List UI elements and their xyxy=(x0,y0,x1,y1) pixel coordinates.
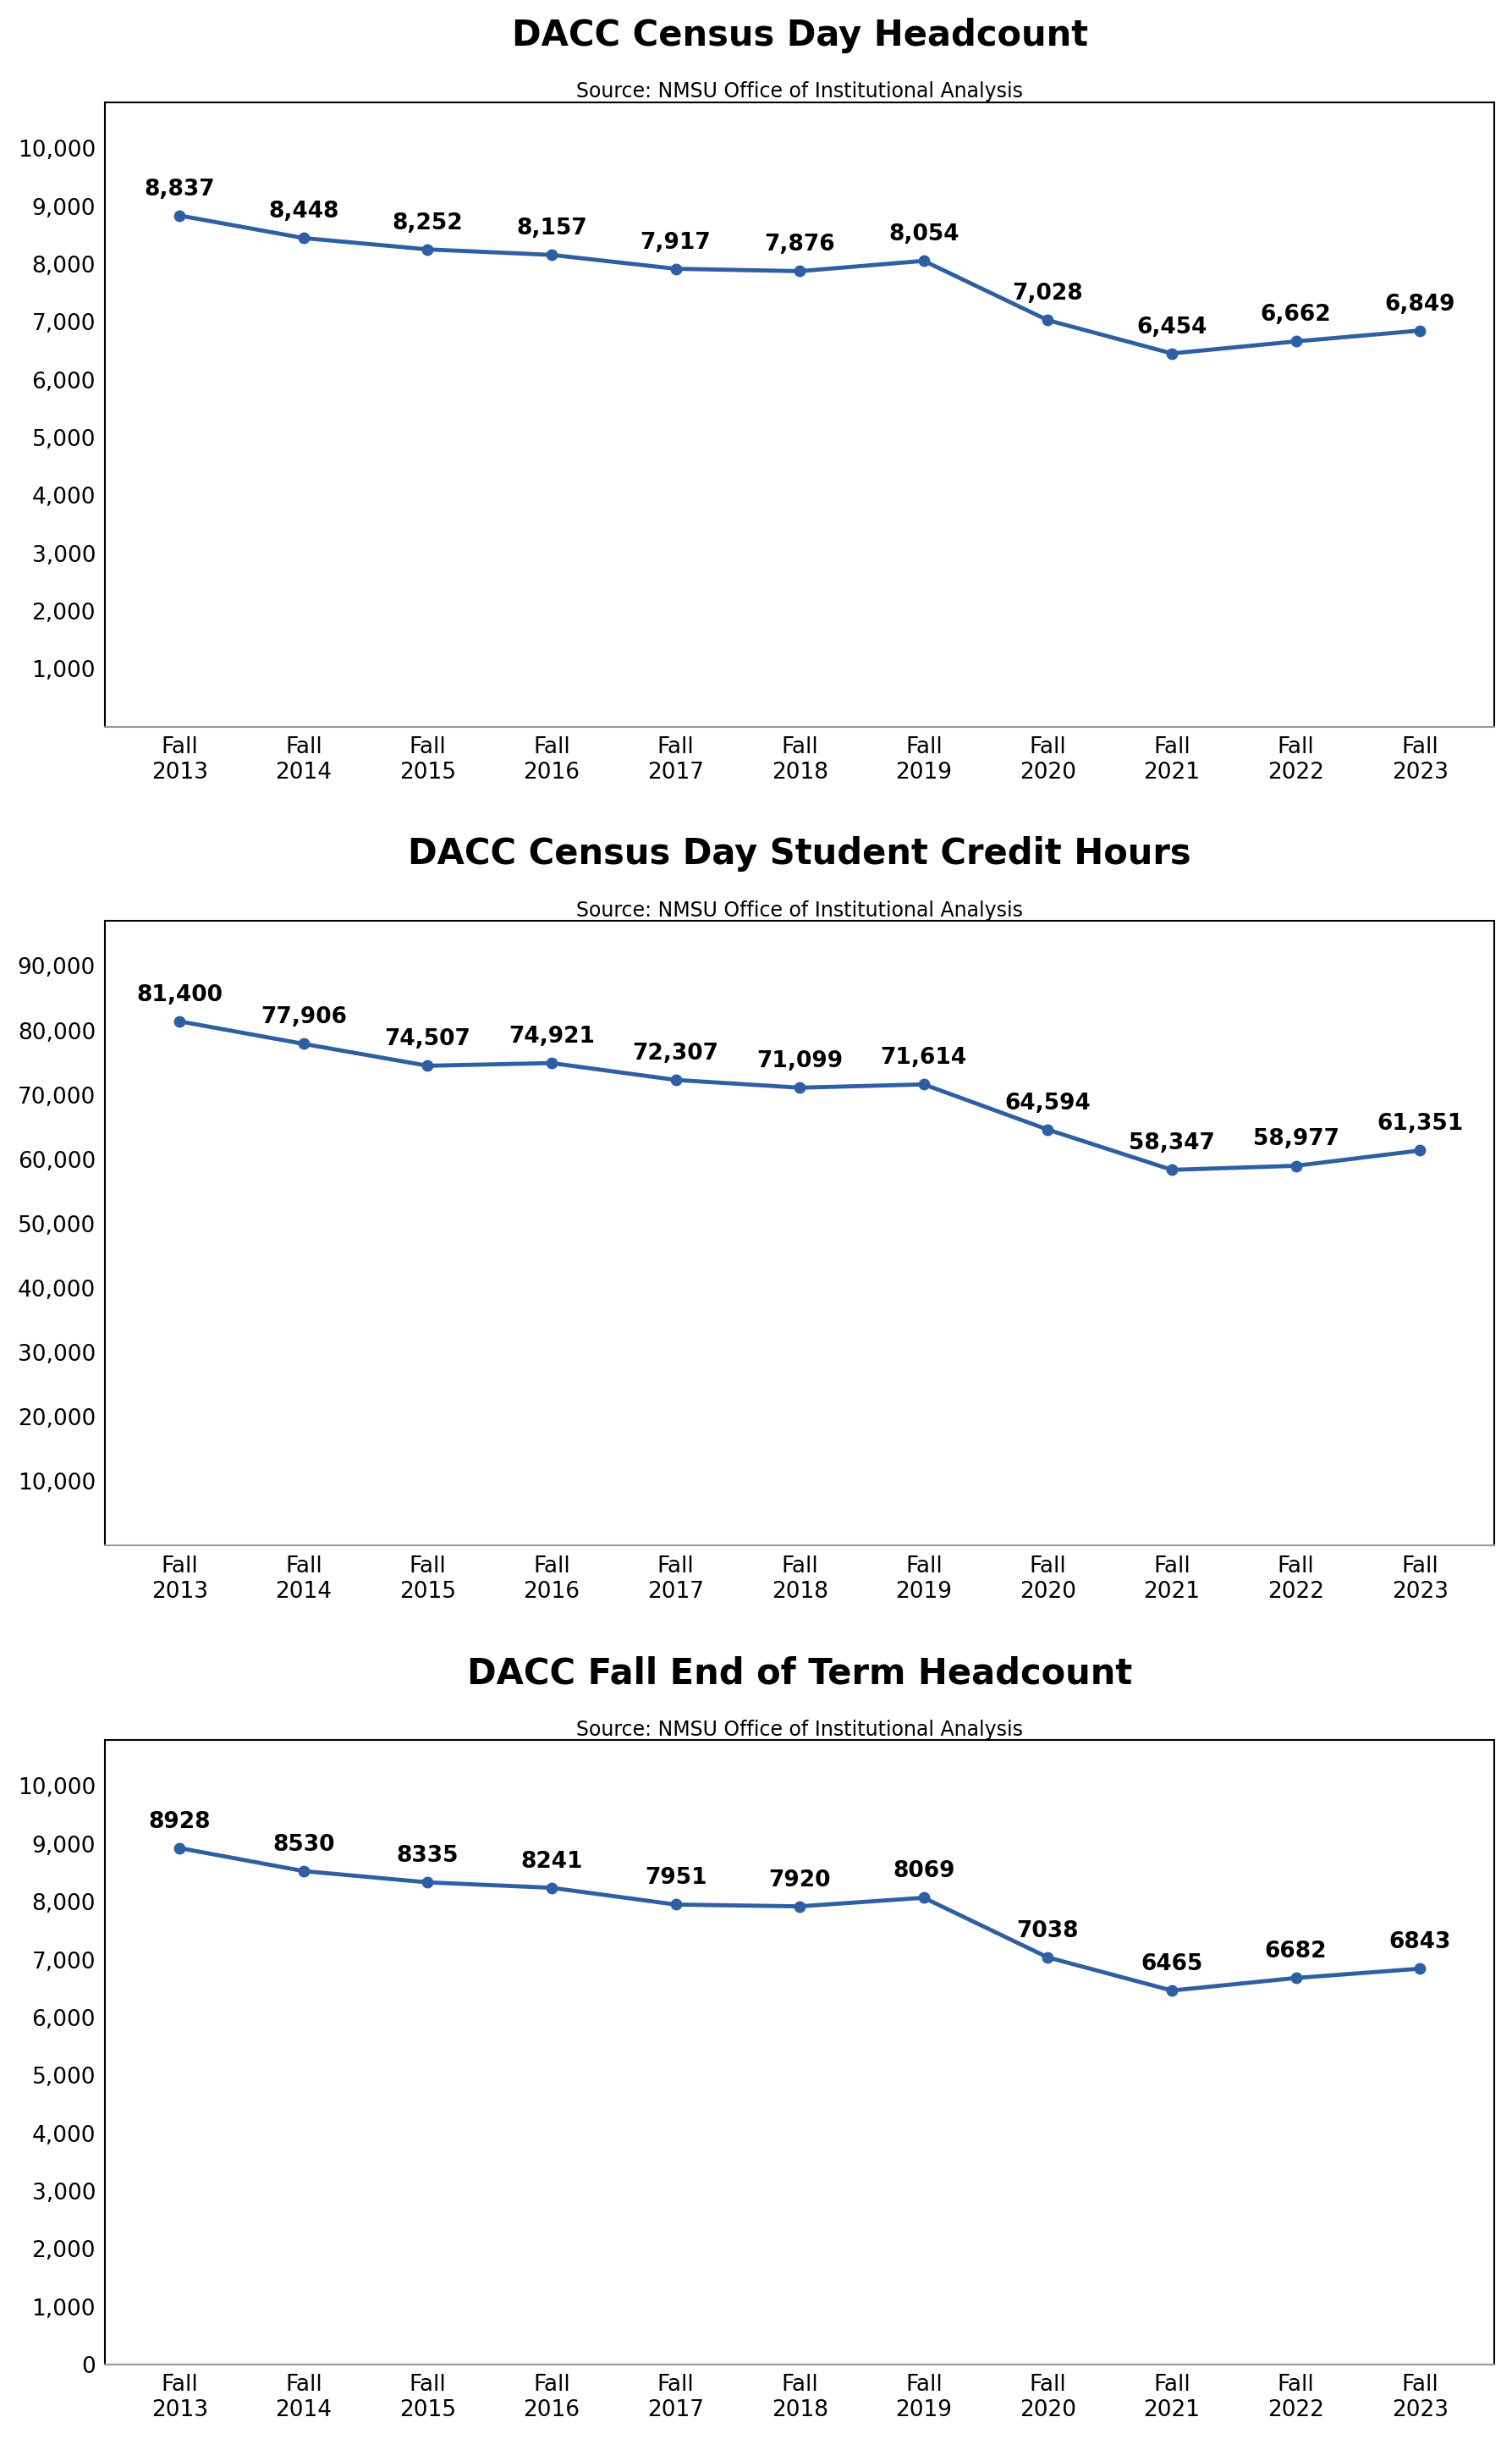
Text: 6,454: 6,454 xyxy=(1137,317,1207,339)
Text: 71,099: 71,099 xyxy=(756,1051,842,1073)
Text: 6,849: 6,849 xyxy=(1385,293,1455,315)
Text: 6465: 6465 xyxy=(1142,1954,1204,1976)
Text: 58,347: 58,347 xyxy=(1129,1132,1216,1154)
Text: 7,876: 7,876 xyxy=(765,234,835,256)
Text: 8,837: 8,837 xyxy=(144,178,215,200)
Text: 72,307: 72,307 xyxy=(632,1041,718,1066)
Text: 8069: 8069 xyxy=(892,1861,956,1883)
Text: 7920: 7920 xyxy=(768,1868,830,1890)
Text: 61,351: 61,351 xyxy=(1377,1112,1464,1134)
Title: DACC Census Day Headcount: DACC Census Day Headcount xyxy=(511,17,1087,54)
Text: 8335: 8335 xyxy=(396,1844,458,1868)
Text: 7,917: 7,917 xyxy=(640,232,711,254)
Text: 7951: 7951 xyxy=(644,1868,706,1890)
Text: 8,054: 8,054 xyxy=(889,224,959,246)
Text: 8928: 8928 xyxy=(148,1810,210,1832)
Text: 58,977: 58,977 xyxy=(1253,1129,1340,1151)
Text: 74,507: 74,507 xyxy=(384,1029,470,1051)
Text: 71,614: 71,614 xyxy=(880,1046,968,1068)
Text: 8,448: 8,448 xyxy=(268,200,339,222)
Text: 6,662: 6,662 xyxy=(1261,305,1331,327)
Title: DACC Census Day Student Credit Hours: DACC Census Day Student Credit Hours xyxy=(408,837,1191,873)
Text: Source: NMSU Office of Institutional Analysis: Source: NMSU Office of Institutional Ana… xyxy=(576,1719,1024,1739)
Text: 8,252: 8,252 xyxy=(392,212,463,234)
Text: 8,157: 8,157 xyxy=(516,217,587,239)
Text: 81,400: 81,400 xyxy=(136,983,222,1005)
Text: Source: NMSU Office of Institutional Analysis: Source: NMSU Office of Institutional Ana… xyxy=(576,900,1024,922)
Text: Source: NMSU Office of Institutional Analysis: Source: NMSU Office of Institutional Ana… xyxy=(576,80,1024,102)
Text: 74,921: 74,921 xyxy=(508,1027,594,1049)
Text: 6843: 6843 xyxy=(1390,1932,1452,1954)
Text: 7,028: 7,028 xyxy=(1013,283,1083,305)
Title: DACC Fall End of Term Headcount: DACC Fall End of Term Headcount xyxy=(467,1656,1132,1690)
Text: 8241: 8241 xyxy=(520,1851,582,1873)
Text: 64,594: 64,594 xyxy=(1005,1093,1090,1115)
Text: 8530: 8530 xyxy=(272,1834,334,1856)
Text: 7038: 7038 xyxy=(1016,1919,1080,1941)
Text: 6682: 6682 xyxy=(1266,1941,1328,1963)
Text: 77,906: 77,906 xyxy=(260,1007,346,1029)
